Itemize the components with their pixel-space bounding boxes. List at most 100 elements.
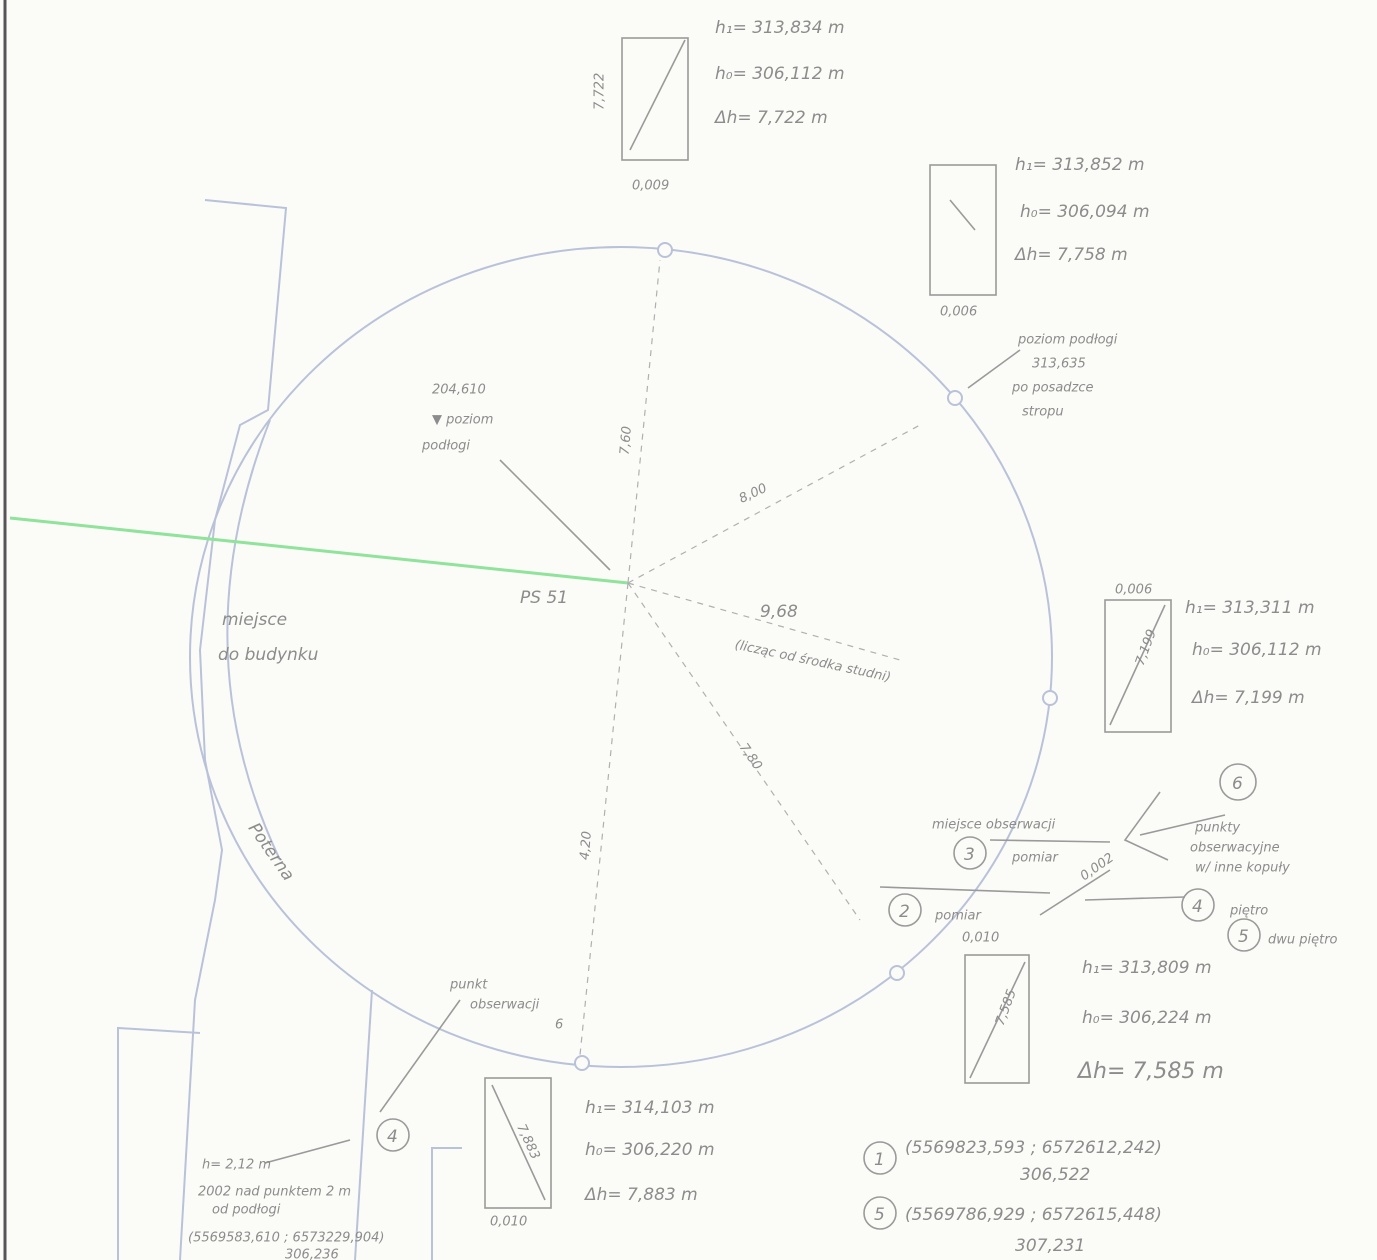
note: poziom podłogi	[1017, 333, 1118, 348]
coords: (5569583,610 ; 6573229,904)	[188, 1231, 384, 1246]
note: miejsce	[222, 610, 287, 630]
height: 306,522	[1020, 1165, 1090, 1185]
point-4: 4 h= 2,12 m 2002 nad punktem 2 m od podł…	[188, 1119, 409, 1260]
marker-number: 4	[387, 1127, 398, 1147]
offset: 0,009	[632, 179, 669, 194]
note: 6	[555, 1018, 563, 1033]
marker-number: 5	[874, 1205, 885, 1225]
note: podłogi	[421, 439, 470, 454]
bracket	[1125, 792, 1168, 860]
dh: Δh= 7,758 m	[1013, 245, 1128, 265]
h1: h₁= 313,834 m	[715, 18, 845, 38]
note: h= 2,12 m	[202, 1158, 271, 1173]
radius-note: (licząc od środka studni)	[733, 638, 892, 686]
note: 204,610	[432, 383, 486, 398]
radials	[500, 260, 920, 1055]
h0: h₀= 306,220 m	[585, 1140, 715, 1160]
note: obserwacyjne	[1190, 841, 1280, 856]
marker-number: 5	[1238, 927, 1249, 947]
h1: h₁= 314,103 m	[585, 1098, 715, 1118]
right-box: 0,006 h₁= 313,311 m h₀= 306,112 m Δh= 7,…	[1105, 583, 1322, 733]
h1: h₁= 313,311 m	[1185, 598, 1315, 618]
note: pomiar	[1011, 851, 1059, 866]
coords: (5569823,593 ; 6572612,242)	[905, 1138, 1162, 1158]
poterna-label: Poterna	[244, 819, 298, 885]
radius-label: 7,80	[736, 741, 765, 773]
box	[1105, 600, 1171, 732]
offset: 0,010	[490, 1215, 527, 1230]
note: w/ inne kopuły	[1195, 861, 1290, 876]
poterna-wall	[227, 420, 280, 860]
upper-right-box: h₁= 313,852 m h₀= 306,094 m Δh= 7,758 m …	[930, 155, 1150, 320]
radial	[628, 260, 660, 583]
h0: h₀= 306,112 m	[1192, 640, 1322, 660]
radius-label: 4,20	[578, 831, 595, 861]
marker-number: 2	[899, 902, 910, 922]
note: od podłogi	[212, 1203, 281, 1218]
green-line	[10, 518, 628, 583]
radial	[580, 583, 628, 1055]
note: po posadzce	[1011, 381, 1094, 396]
side: 7,722	[593, 73, 608, 110]
bottom-box: 7,883 0,010 h₁= 314,103 m h₀= 306,220 m …	[485, 1078, 715, 1230]
side: 7,585	[993, 987, 1020, 1027]
side: 7,199	[1133, 627, 1160, 667]
point	[1043, 691, 1057, 705]
observation-point: punkt obserwacji 6	[355, 978, 563, 1260]
sketch: h₁= 313,834 m h₀= 306,112 m Δh= 7,722 m …	[0, 0, 1377, 1260]
arrow	[500, 460, 610, 570]
marker-number: 1	[874, 1150, 885, 1170]
box-diagonal	[630, 40, 685, 150]
arrow	[265, 1140, 350, 1163]
dh: Δh= 7,199 m	[1190, 688, 1305, 708]
line	[1040, 870, 1110, 915]
note: 313,635	[1032, 357, 1086, 372]
coords: (5569786,929 ; 6572615,448)	[905, 1205, 1162, 1225]
dh: Δh= 7,883 m	[583, 1185, 698, 1205]
note: punkt	[449, 978, 488, 993]
floor-note: poziom podłogi 313,635 po posadzce strop…	[968, 333, 1118, 420]
h1: h₁= 313,852 m	[1015, 155, 1145, 175]
station-label: PS 51	[520, 588, 568, 608]
top-box: h₁= 313,834 m h₀= 306,112 m Δh= 7,722 m …	[593, 18, 845, 194]
note: dwu piętro	[1268, 933, 1338, 948]
note: stropu	[1022, 405, 1064, 420]
note: do budynku	[218, 645, 319, 665]
h0: h₀= 306,094 m	[1020, 202, 1150, 222]
h0: h₀= 306,112 m	[715, 64, 845, 84]
offset: 0,010	[962, 931, 999, 946]
note: pomiar	[934, 909, 982, 924]
wall-line	[355, 990, 372, 1260]
marker-number: 4	[1192, 897, 1203, 917]
offset: 0,006	[1115, 583, 1152, 598]
radius-label: 8,00	[737, 481, 770, 507]
radial	[628, 425, 920, 583]
height: 306,236	[285, 1248, 339, 1260]
points-list: 1 (5569823,593 ; 6572612,242) 306,522 5 …	[864, 1138, 1162, 1256]
offset: 0,006	[940, 305, 977, 320]
point	[948, 391, 962, 405]
note: ▼ poziom	[432, 413, 493, 428]
wall-line	[432, 1148, 462, 1260]
arrow	[990, 840, 1110, 842]
arrow	[1085, 897, 1185, 900]
point	[658, 243, 672, 257]
note: obserwacji	[470, 998, 540, 1013]
note: piętro	[1229, 904, 1268, 919]
marker-number: 3	[964, 845, 975, 865]
arrow	[380, 1000, 460, 1112]
point	[890, 966, 904, 980]
markers: 6 punkty obserwacyjne w/ inne kopuły 3 m…	[880, 764, 1338, 951]
point	[575, 1056, 589, 1070]
marker-number: 6	[1232, 774, 1243, 794]
dh: Δh= 7,722 m	[713, 108, 828, 128]
radius-label: 7,60	[618, 426, 635, 456]
radius-label: 9,68	[760, 602, 798, 622]
wall-outline	[118, 1028, 200, 1260]
note: miejsce obserwacji	[932, 818, 1056, 833]
box-diagonal	[950, 200, 975, 230]
line	[880, 887, 1050, 893]
page: { "top_box": {"h1": "h₁= 313,834 m", "h0…	[0, 0, 1377, 1260]
lower-right-box: 0,010 7,585 h₁= 313,809 m h₀= 306,224 m …	[962, 931, 1224, 1085]
note: 2002 nad punktem 2 m	[198, 1185, 351, 1200]
